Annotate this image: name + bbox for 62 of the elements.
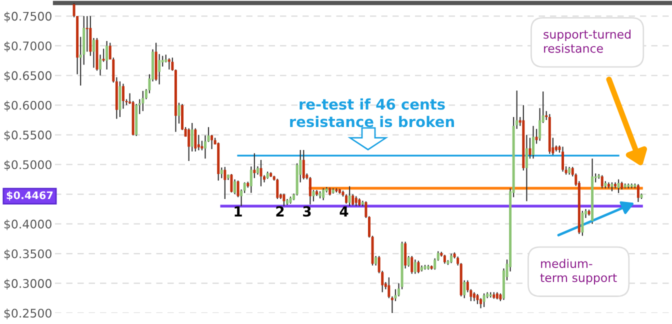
candlestick [302, 149, 305, 180]
candlestick [482, 292, 486, 308]
candlestick [600, 174, 604, 189]
candlestick [276, 178, 279, 200]
candlestick [92, 37, 95, 68]
text: $0.4467 [6, 191, 53, 201]
candlestick [178, 102, 180, 124]
candlestick [260, 159, 262, 187]
annotation: medium- term support [540, 258, 617, 284]
y-tick-label: $0.2500 [4, 308, 52, 320]
candlestick [414, 258, 416, 274]
candlestick [532, 125, 534, 160]
candlestick [581, 210, 584, 236]
candlestick [636, 184, 640, 202]
candlestick [617, 178, 620, 194]
candlestick [322, 188, 325, 201]
candlestick [417, 260, 420, 274]
annotation: 4 [340, 206, 348, 216]
y-tick-label: $0.6500 [4, 70, 52, 82]
y-tick-label: $0.5000 [4, 160, 52, 171]
y-tick-label: $0.7000 [4, 41, 52, 52]
y-tick-label: $0.3500 [4, 249, 52, 260]
candlestick [230, 173, 233, 193]
annotation: support-turned resistance [544, 30, 631, 53]
candlestick [348, 186, 351, 207]
candlestick [476, 293, 479, 305]
candlestick [122, 83, 124, 110]
candlestick [562, 146, 564, 172]
candlestick [190, 122, 194, 152]
y-tick-label: $0.4000 [4, 219, 52, 230]
candlestick [282, 193, 286, 207]
candlestick [224, 166, 226, 200]
annotation: 2 [276, 206, 284, 216]
annotation: 3 [303, 206, 311, 217]
y-tick-label: $0.3000 [4, 278, 52, 290]
candlestick [463, 280, 466, 299]
candlestick [528, 137, 532, 160]
candlestick [188, 128, 190, 162]
candlestick [118, 80, 122, 118]
y-tick-label: $0.6000 [4, 100, 52, 112]
y-tick-label: $0.7500 [4, 12, 52, 22]
candlestick [374, 255, 378, 266]
candlestick [410, 255, 414, 274]
candlestick [345, 194, 348, 204]
candlestick [480, 298, 482, 309]
y-tick-label: $0.5500 [4, 130, 52, 142]
candlestick [253, 152, 256, 179]
candlestick [354, 196, 358, 207]
annotation: re-test if 46 cents resistance is broken [290, 98, 454, 128]
annotation: 1 [234, 206, 242, 216]
candlestick [168, 58, 170, 70]
candlestick [220, 166, 223, 179]
candlestick [312, 190, 315, 202]
candlestick [158, 54, 161, 85]
candlestick [450, 253, 452, 264]
candlestick [525, 134, 528, 202]
candlestick [142, 90, 144, 112]
candlestick [407, 255, 410, 268]
candlestick [404, 241, 407, 270]
candlestick [210, 134, 214, 150]
candlestick [308, 176, 312, 205]
candlestick [106, 40, 108, 70]
